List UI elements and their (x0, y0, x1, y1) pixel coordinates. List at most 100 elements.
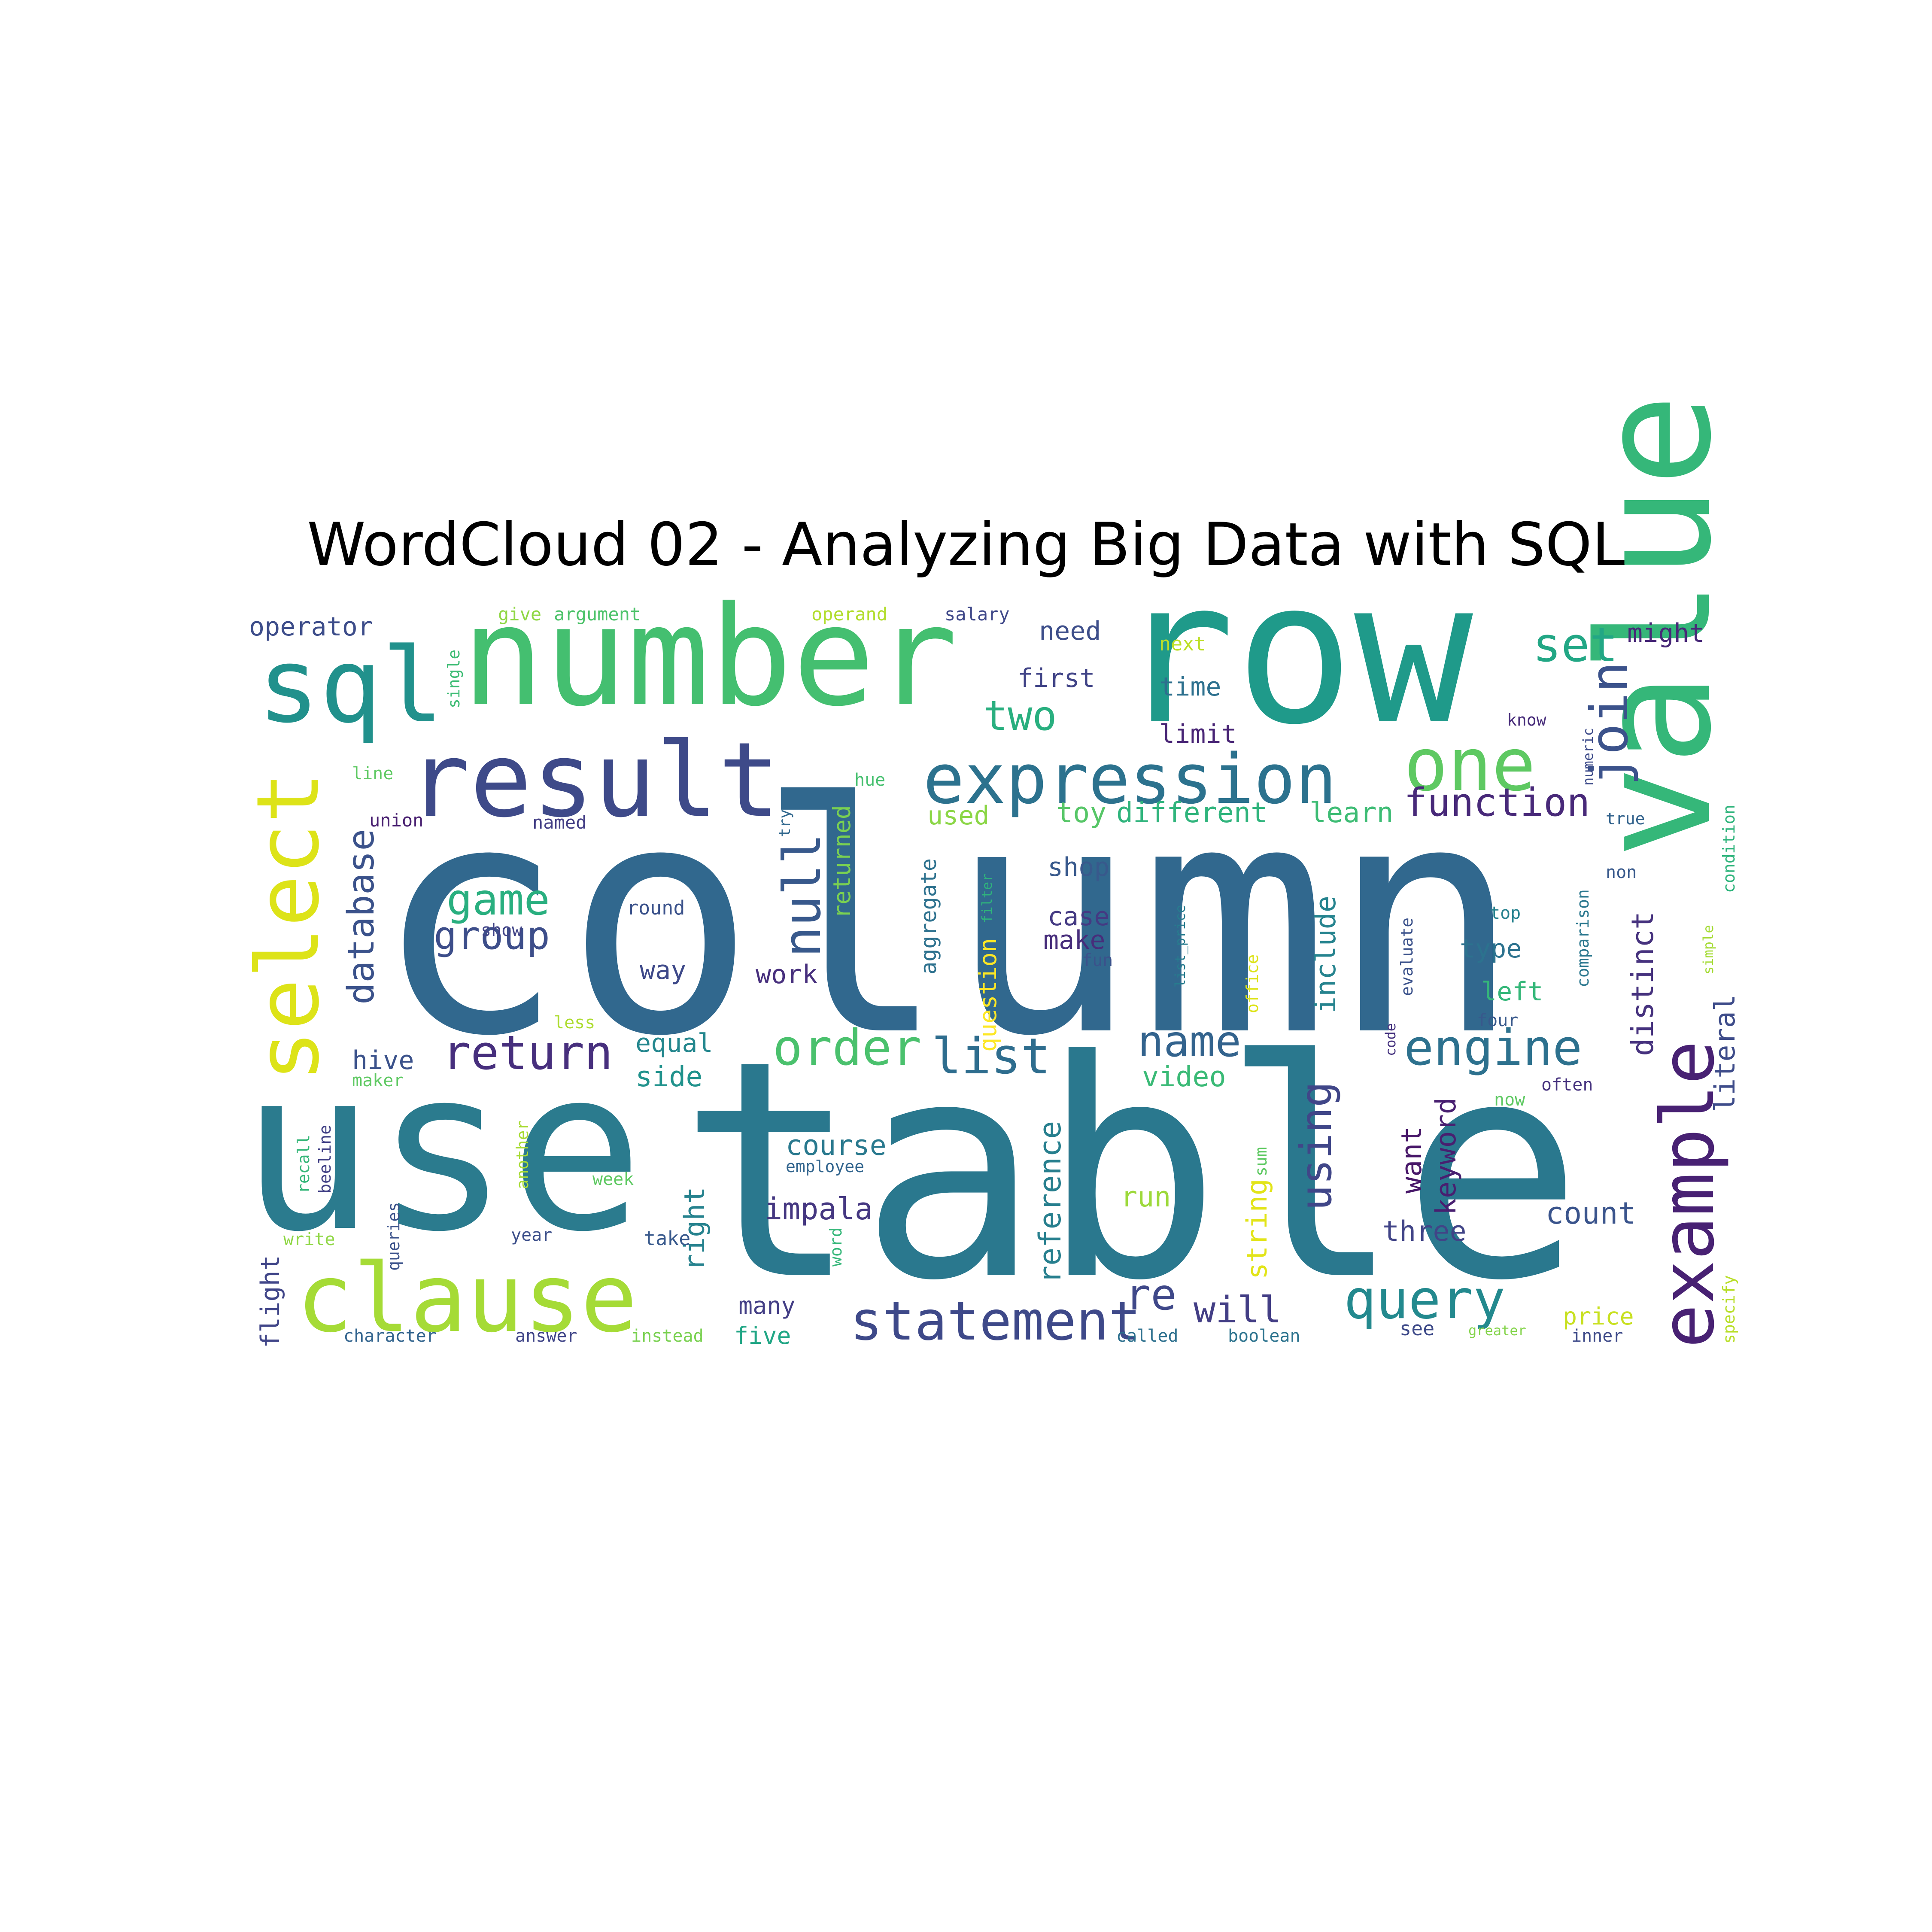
word-reference: reference (1033, 1121, 1068, 1284)
word-time: time (1159, 672, 1221, 702)
word-often: often (1541, 1075, 1593, 1095)
word-case: case (1048, 902, 1110, 932)
word-result: result (408, 720, 780, 840)
word-count: count (1546, 1196, 1636, 1231)
word-fun: fun (1082, 951, 1113, 970)
word-flight: flight (255, 1255, 286, 1348)
word-column: column (374, 735, 1521, 1106)
word-four: four (1477, 1011, 1518, 1030)
word-run: run (1121, 1181, 1171, 1213)
word-used: used (927, 801, 990, 831)
word-take: take (644, 1227, 690, 1250)
word-evaluate: evaluate (1397, 917, 1416, 996)
word-price: price (1563, 1303, 1634, 1330)
word-keyword: keyword (1430, 1097, 1462, 1215)
word-function: function (1404, 780, 1590, 825)
word-aggregate: aggregate (916, 858, 941, 975)
word-sum: sum (1252, 1147, 1270, 1176)
word-named: named (532, 812, 586, 833)
word-table: table (678, 996, 1583, 1346)
word-need: need (1039, 616, 1101, 646)
word-way: way (640, 955, 686, 985)
word-null: null (773, 833, 832, 957)
word-will: will (1194, 1289, 1282, 1331)
word-true: true (1606, 809, 1645, 828)
word-give: give (498, 604, 541, 625)
word-row: row (1116, 538, 1474, 768)
word-character: character (343, 1326, 437, 1346)
word-see: see (1400, 1317, 1434, 1340)
word-recall: recall (294, 1135, 313, 1194)
word-return: return (442, 1025, 613, 1080)
word-try: try (776, 809, 794, 837)
word-game: game (447, 875, 550, 925)
word-next: next (1159, 632, 1206, 655)
word-single: single (444, 650, 463, 708)
word-distinct: distinct (1625, 911, 1660, 1056)
word-equal: equal (635, 1028, 713, 1058)
word-clause: clause (296, 1243, 638, 1353)
word-first: first (1018, 663, 1095, 693)
word-week: week (592, 1170, 634, 1189)
word-shop: shop (1048, 852, 1110, 882)
word-group: group (434, 913, 550, 958)
word-five: five (734, 1322, 791, 1349)
word-value: value (1565, 393, 1745, 859)
word-maker: maker (352, 1071, 404, 1091)
word-list: list (932, 1028, 1051, 1085)
word-might: might (1627, 618, 1705, 648)
word-number: number (462, 577, 958, 737)
word-literal: literal (1709, 994, 1741, 1112)
word-statement: statement (850, 1290, 1141, 1352)
word-join: join (1580, 662, 1640, 786)
word-non: non (1606, 863, 1637, 882)
word-expression: expression (923, 739, 1337, 819)
word-show: show (481, 920, 522, 940)
word-salary: salary (945, 604, 1010, 625)
word-two: two (983, 693, 1057, 740)
word-example: example (1646, 1041, 1731, 1348)
word-toy: toy (1056, 797, 1106, 829)
word-re: re (1125, 1270, 1176, 1320)
word-word: word (826, 1227, 845, 1267)
word-operand: operand (811, 604, 887, 625)
word-inner: inner (1571, 1326, 1623, 1346)
word-string: string (1241, 1179, 1273, 1279)
word-specify: specify (1719, 1275, 1738, 1344)
word-numeric: numeric (1580, 728, 1596, 786)
word-list-price: list_price (1172, 905, 1188, 987)
word-three: three (1382, 1215, 1467, 1248)
word-top: top (1490, 903, 1521, 923)
word-argument: argument (554, 604, 641, 625)
word-one: one (1404, 723, 1536, 808)
word-want: want (1396, 1126, 1428, 1194)
word-many: many (738, 1292, 795, 1319)
word-employee: employee (786, 1157, 864, 1176)
word-boolean: boolean (1228, 1326, 1300, 1346)
word-beeline: beeline (316, 1125, 334, 1194)
word-hive: hive (352, 1045, 414, 1075)
word-sql: sql (258, 626, 444, 746)
word-using: using (1291, 1081, 1341, 1211)
word-queries: queries (384, 1202, 403, 1271)
word-round: round (627, 896, 685, 919)
word-left: left (1481, 977, 1543, 1007)
chart-title: WordCloud 02 - Analyzing Big Data with S… (307, 510, 1625, 579)
word-union: union (369, 810, 423, 831)
word-video: video (1142, 1061, 1226, 1093)
word-condition: condition (1719, 805, 1738, 893)
word-comparison: comparison (1574, 889, 1592, 987)
word-filter: filter (979, 873, 995, 923)
word-select: select (238, 772, 338, 1082)
word-instead: instead (631, 1326, 704, 1346)
word-query: query (1344, 1269, 1505, 1331)
word-now: now (1494, 1090, 1525, 1110)
word-include: include (1310, 896, 1342, 1013)
word-less: less (554, 1013, 595, 1033)
word-another: another (513, 1121, 532, 1189)
word-called: called (1116, 1326, 1179, 1346)
word-year: year (511, 1225, 552, 1245)
word-set: set (1533, 617, 1618, 672)
word-impala: impala (764, 1191, 873, 1227)
